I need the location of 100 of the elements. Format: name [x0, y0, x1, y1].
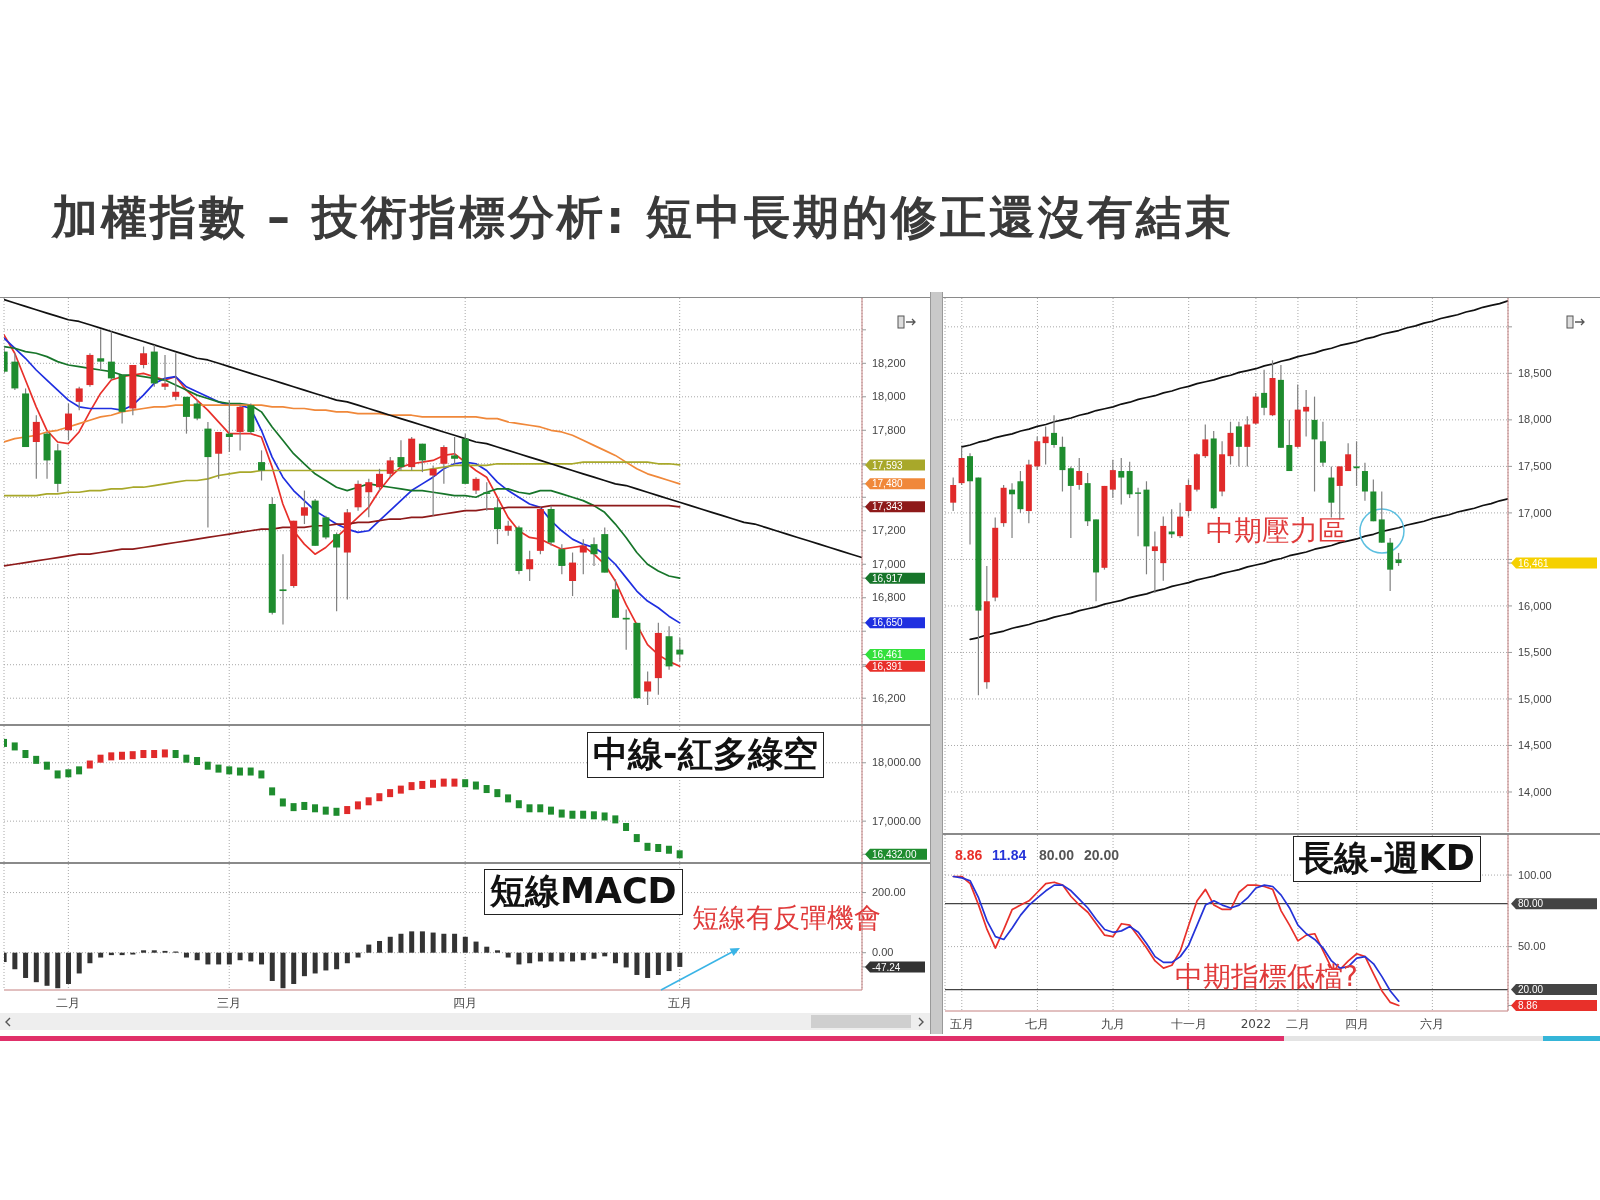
candlestick	[354, 479, 362, 512]
bar	[473, 941, 479, 953]
candlestick	[1118, 457, 1125, 506]
x-tick-label: 2022	[1240, 1016, 1272, 1031]
bar	[527, 952, 533, 964]
annotation: 中期壓力區	[1206, 513, 1346, 548]
bar	[141, 950, 147, 953]
x-tick-label: 九月	[1101, 1016, 1126, 1031]
candlestick	[365, 478, 373, 518]
x-tick-label: 七月	[1025, 1016, 1050, 1031]
y-tick-label: 17,000	[872, 557, 906, 570]
candlestick	[418, 443, 426, 473]
bar	[366, 944, 372, 953]
y-tick-label: 16,200	[872, 691, 906, 704]
bar	[216, 952, 222, 965]
bar	[591, 952, 597, 959]
line-series	[4, 345, 681, 579]
bar	[419, 931, 425, 953]
bar	[430, 932, 436, 953]
line-series	[4, 298, 862, 559]
x-tick-label: 四月	[453, 995, 478, 1010]
candlestick	[483, 481, 491, 512]
candlestick	[279, 553, 287, 626]
y-tick-label: 0.00	[872, 946, 894, 959]
bar	[151, 950, 157, 953]
annotation: 中期指標低檔?	[1175, 959, 1358, 994]
y-tick-label: 16,917	[872, 572, 904, 584]
y-tick-label: 16,461	[872, 649, 904, 661]
candlestick	[161, 354, 169, 391]
bar	[559, 952, 565, 962]
bar	[44, 952, 50, 986]
bar	[548, 952, 554, 962]
y-tick-label: 18,000	[872, 390, 906, 403]
bar	[537, 952, 543, 962]
candlestick	[322, 515, 330, 540]
y-tick-label: 17,800	[872, 423, 906, 436]
line-series	[4, 504, 681, 567]
bar	[505, 952, 511, 958]
candlestick	[569, 551, 577, 597]
candlestick	[172, 352, 180, 401]
candlestick	[1202, 423, 1209, 459]
candlestick	[1067, 465, 1074, 539]
bar	[291, 952, 297, 984]
candlestick	[140, 345, 148, 369]
bar	[301, 952, 307, 977]
candlestick	[193, 399, 201, 421]
candlestick	[1235, 421, 1242, 467]
candlestick	[64, 402, 72, 441]
candlestick	[1051, 414, 1058, 449]
bar	[516, 952, 522, 965]
candlestick	[1353, 440, 1360, 487]
annotation: 短線MACD	[484, 869, 683, 915]
y-tick-label: 50.00	[1518, 940, 1546, 953]
candlestick	[1227, 421, 1234, 466]
candlestick	[75, 386, 83, 411]
y-tick-label: 15,500	[1518, 646, 1552, 659]
candlestick	[333, 531, 341, 612]
x-tick-label: 二月	[1285, 1016, 1310, 1031]
line-series	[960, 299, 1508, 448]
y-tick-label: 16,461	[1518, 557, 1550, 569]
y-tick-label: 16,650	[872, 617, 904, 629]
candlestick	[1126, 461, 1133, 499]
bar	[323, 952, 329, 971]
candlestick	[1135, 487, 1142, 537]
x-tick-label: 四月	[1344, 1016, 1369, 1031]
bar	[634, 952, 640, 975]
candlestick	[1361, 462, 1368, 502]
candlestick	[1261, 369, 1268, 416]
bar	[344, 952, 350, 964]
annotation: 長線-週KD	[1293, 836, 1481, 882]
ref-line-label: 80.00	[1518, 898, 1544, 910]
bar	[655, 952, 661, 975]
annotation: 80.00	[1039, 847, 1075, 865]
y-tick-label: 17,200	[872, 524, 906, 537]
bar	[312, 952, 318, 974]
ref-line-label: 20.00	[1518, 984, 1544, 996]
bar	[441, 933, 447, 953]
bar	[23, 952, 29, 978]
annotation: 8.86	[955, 847, 983, 865]
bar	[570, 952, 576, 962]
bar	[409, 931, 415, 953]
bar	[623, 952, 629, 968]
bar	[205, 952, 211, 965]
y-tick-label: 14,000	[1518, 785, 1552, 798]
y-tick-label: 18,200	[872, 356, 906, 369]
candlestick	[1345, 442, 1352, 472]
candlestick	[97, 329, 105, 371]
bar	[237, 952, 243, 961]
x-tick-label: 二月	[56, 995, 81, 1010]
candlestick	[1177, 502, 1184, 539]
bar	[580, 952, 586, 961]
candlestick	[676, 637, 684, 662]
bar	[248, 952, 254, 962]
x-tick-label: 三月	[217, 995, 242, 1010]
candlestick	[397, 439, 405, 472]
candlestick	[1378, 490, 1385, 544]
annotation: 20.00	[1084, 847, 1120, 865]
bar	[98, 952, 104, 958]
line-series	[969, 498, 1508, 641]
y-tick-label: 16,800	[872, 591, 906, 604]
